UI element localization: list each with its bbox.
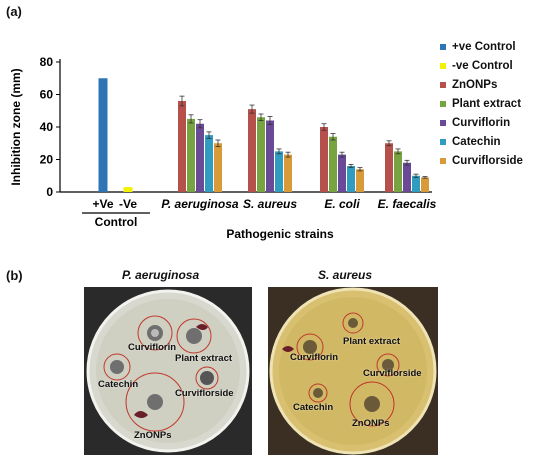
plate1-label-znonps: ZnONPs	[134, 430, 172, 441]
legend-swatch	[440, 158, 446, 164]
bar-plant-extract	[187, 118, 195, 192]
plate2-label-plant-extract: Plant extract	[343, 336, 401, 347]
bar-curviflorin	[403, 162, 411, 192]
y-tick-label: 0	[46, 185, 53, 199]
legend-item-curviflorin: Curviflorin	[440, 116, 510, 130]
legend-swatch	[440, 63, 446, 69]
petri-plate-p-aeruginosa	[84, 287, 252, 455]
bar-curviflorin	[266, 120, 274, 192]
plate1-label-catechin: Catechin	[98, 379, 139, 390]
panel-a-label: (a)	[6, 4, 22, 19]
y-axis-label: Inhibition zone (mm)	[9, 68, 23, 185]
bar-znonps	[178, 101, 186, 192]
legend-swatch	[440, 44, 446, 50]
x-tick-label: P. aeruginosa	[161, 197, 238, 211]
legend-swatch	[440, 82, 446, 88]
bar-plant-extract	[329, 136, 337, 192]
y-tick-label: 80	[40, 55, 54, 69]
legend-item--ve-control: +ve Control	[440, 40, 516, 54]
legend-label: +ve Control	[452, 41, 516, 53]
x-axis-label: Pathogenic strains	[226, 227, 334, 241]
plate1-label-curviflorside: Curviflorside	[175, 388, 234, 399]
bar-catechin	[347, 166, 355, 192]
photo-title-p-aeruginosa: P. aeruginosa	[122, 268, 200, 282]
bar-plant-extract	[257, 117, 265, 192]
bar-curviflorside	[284, 154, 292, 192]
legend-label: ZnONPs	[452, 79, 498, 91]
bar-znonps	[385, 143, 393, 192]
plate1-label-plant-extract: Plant extract	[175, 353, 233, 364]
y-tick-label: 40	[40, 120, 54, 134]
legend-item--ve-control: -ve Control	[440, 59, 513, 73]
bar-catechin	[205, 135, 213, 192]
legend-label: Curviflorin	[452, 117, 511, 129]
legend-item-catechin: Catechin	[440, 135, 501, 149]
x-tick-label: E. coli	[324, 197, 360, 211]
panel-b-label: (b)	[6, 268, 23, 283]
bar-curviflorside	[356, 169, 364, 192]
petri-plate-s-aureus	[268, 287, 438, 455]
bar-curviflorside	[214, 143, 222, 192]
legend-label: Curviflorside	[452, 155, 523, 167]
x-tick-label: E. faecalis	[378, 197, 437, 211]
y-tick-label: 20	[40, 153, 54, 167]
legend-label: Catechin	[452, 136, 501, 148]
legend-item-znonps: ZnONPs	[440, 78, 497, 92]
plate2-label-catechin: Catechin	[293, 402, 334, 413]
bar-catechin	[412, 175, 420, 192]
bar-plant-extract	[394, 151, 402, 192]
bar--ve-control	[123, 187, 133, 192]
plate2-label-znonps: ZnONPs	[352, 418, 390, 429]
bar-curviflorside	[421, 177, 429, 192]
bar-chart: 0 20 40 60 80 Inhibition zone (mm) +Ve -Ve P. ae…	[9, 55, 437, 241]
x-tick-label: -Ve	[119, 197, 137, 211]
plate2-label-curviflorin: Curviflorin	[290, 352, 339, 363]
legend-item-plant-extract: Plant extract	[440, 97, 521, 111]
plate1-label-curviflorin: Curviflorin	[128, 342, 177, 353]
legend-swatch	[440, 139, 446, 145]
x-tick-label: +Ve	[92, 197, 113, 211]
bar-znonps	[320, 127, 328, 192]
bar-znonps	[248, 109, 256, 192]
legend-swatch	[440, 101, 446, 107]
plate2-label-curviflorside: Curviflorside	[363, 368, 422, 379]
photo-title-s-aureus: S. aureus	[318, 268, 373, 282]
bar-curviflorin	[196, 123, 204, 192]
control-group-label: Control	[95, 215, 138, 229]
legend-label: -ve Control	[452, 60, 513, 72]
bar--ve-control	[98, 78, 108, 192]
y-tick-label: 60	[40, 88, 54, 102]
bar-curviflorin	[338, 154, 346, 192]
legend-label: Plant extract	[452, 98, 522, 110]
x-tick-label: S. aureus	[243, 197, 297, 211]
legend-swatch	[440, 120, 446, 126]
bar-catechin	[275, 151, 283, 192]
legend-item-curviflorside: Curviflorside	[440, 154, 523, 168]
